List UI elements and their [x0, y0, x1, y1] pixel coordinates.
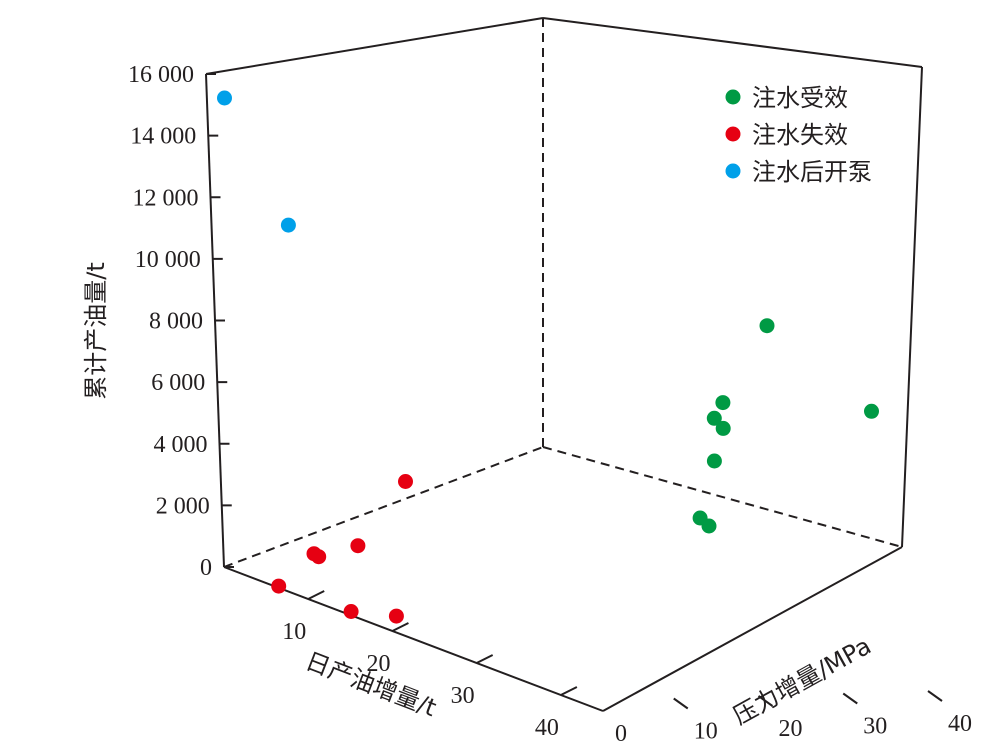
- z-axis-title: 累计产油量/t: [82, 262, 110, 400]
- legend-marker: [725, 126, 741, 142]
- legend-marker: [725, 163, 741, 179]
- box-dashed-edges: [223, 18, 903, 568]
- y-tick-mark: [927, 690, 943, 702]
- x-tick-label: 40: [535, 715, 559, 741]
- tick-labels: 0 2 000 4 000 6 000 8 000 10 000 12 000 14 000 1…: [128, 62, 972, 747]
- data-point: [388, 608, 404, 624]
- y-tick-mark: [842, 692, 858, 705]
- x-tick-label: 10: [282, 619, 306, 645]
- data-point: [343, 604, 359, 619]
- axis-ticks: [206, 73, 943, 710]
- data-point: [759, 318, 775, 334]
- box-solid-edges: [205, 17, 923, 712]
- data-points: [217, 90, 879, 624]
- floor-front-left-edge: [223, 566, 604, 712]
- x-tick-mark: [307, 590, 325, 600]
- right-vertical-edge: [901, 66, 923, 548]
- x-tick-label: 30: [451, 683, 475, 709]
- x-tick-mark: [391, 622, 409, 632]
- data-point: [715, 395, 731, 411]
- x-tick-mark: [476, 654, 494, 664]
- legend-marker: [725, 89, 741, 105]
- data-point: [280, 217, 296, 233]
- data-point: [701, 518, 717, 534]
- z-tick-label: 14 000: [130, 124, 196, 150]
- floor-back-left-edge: [223, 446, 544, 568]
- data-point: [864, 403, 879, 419]
- y-tick-label: 0: [615, 721, 627, 747]
- data-point: [271, 578, 287, 594]
- z-tick-label: 16 000: [128, 62, 194, 88]
- x-tick-mark: [560, 686, 578, 696]
- data-point: [706, 410, 722, 426]
- y-tick-mark: [757, 695, 774, 707]
- z-tick-label: 6 000: [151, 370, 205, 396]
- y-tick-label: 10: [694, 719, 718, 745]
- floor-back-right-edge: [542, 446, 903, 548]
- z-tick-label: 2 000: [156, 493, 210, 519]
- z-tick-label: 4 000: [154, 432, 208, 458]
- y-tick-label: 20: [779, 716, 803, 742]
- data-point: [715, 420, 731, 436]
- legend-label: 注水受效: [752, 84, 848, 112]
- y-tick-label: 40: [948, 711, 972, 737]
- data-point: [398, 474, 413, 489]
- data-point: [706, 453, 722, 469]
- z-tick-label: 0: [200, 555, 212, 581]
- data-point: [311, 549, 327, 565]
- y-tick-label: 30: [863, 714, 887, 740]
- data-point: [350, 538, 366, 554]
- floor-front-right-edge: [602, 546, 903, 712]
- z-tick-label: 8 000: [149, 309, 203, 335]
- z-tick-label: 12 000: [133, 185, 199, 211]
- top-right-edge: [542, 17, 923, 68]
- top-left-edge: [205, 17, 544, 75]
- y-tick-mark: [673, 697, 689, 710]
- data-point: [217, 90, 232, 106]
- x-tick-label: 20: [366, 651, 390, 677]
- z-tick-label: 10 000: [135, 247, 201, 273]
- legend-label: 注水后开泵: [752, 158, 872, 186]
- legend-label: 注水失效: [752, 121, 848, 149]
